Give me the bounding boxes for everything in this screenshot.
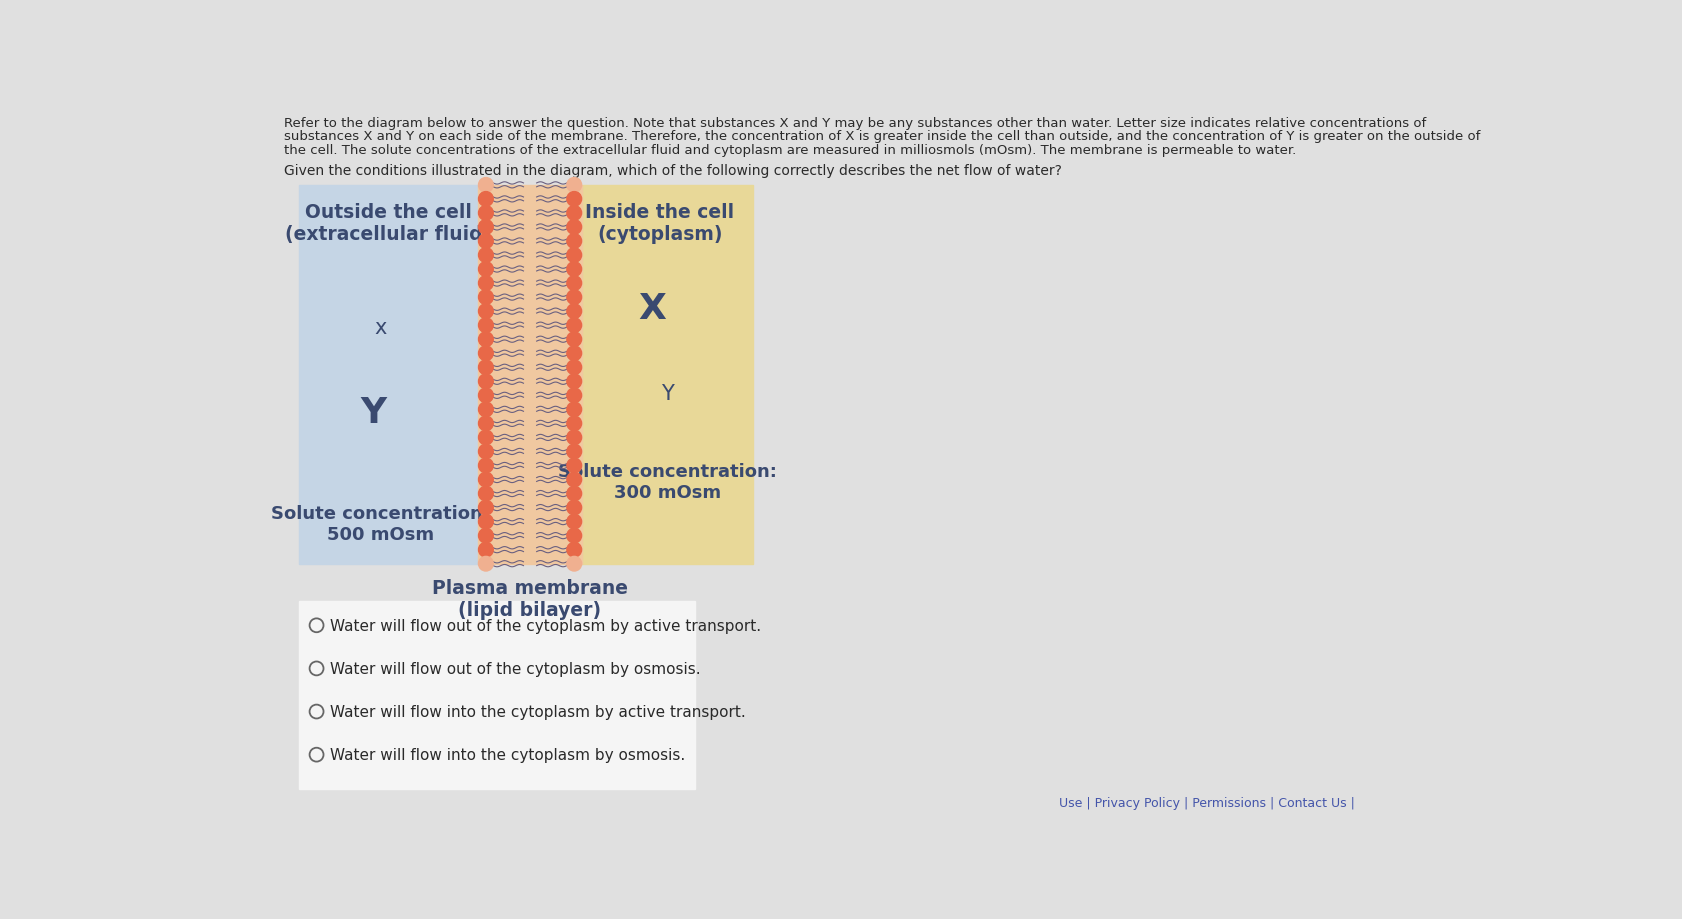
Ellipse shape bbox=[478, 360, 493, 375]
Ellipse shape bbox=[478, 346, 493, 361]
Ellipse shape bbox=[567, 221, 582, 235]
Ellipse shape bbox=[478, 389, 493, 403]
Ellipse shape bbox=[567, 487, 582, 501]
Text: Given the conditions illustrated in the diagram, which of the following correctl: Given the conditions illustrated in the … bbox=[284, 165, 1061, 178]
Ellipse shape bbox=[478, 487, 493, 501]
Ellipse shape bbox=[567, 472, 582, 487]
Ellipse shape bbox=[478, 178, 493, 193]
Bar bbox=[299, 186, 478, 564]
Text: Refer to the diagram below to answer the question. Note that substances X and Y : Refer to the diagram below to answer the… bbox=[284, 117, 1425, 130]
Ellipse shape bbox=[478, 319, 493, 333]
Ellipse shape bbox=[478, 248, 493, 263]
Ellipse shape bbox=[567, 192, 582, 207]
Ellipse shape bbox=[567, 416, 582, 431]
Ellipse shape bbox=[478, 263, 493, 277]
Ellipse shape bbox=[478, 445, 493, 460]
Text: Inside the cell
(cytoplasm): Inside the cell (cytoplasm) bbox=[585, 202, 733, 244]
Ellipse shape bbox=[478, 528, 493, 543]
Bar bbox=[582, 186, 752, 564]
Ellipse shape bbox=[567, 445, 582, 460]
Text: Water will flow out of the cytoplasm by osmosis.: Water will flow out of the cytoplasm by … bbox=[330, 661, 701, 676]
Ellipse shape bbox=[478, 543, 493, 558]
Text: Water will flow into the cytoplasm by active transport.: Water will flow into the cytoplasm by ac… bbox=[330, 704, 745, 720]
Ellipse shape bbox=[567, 319, 582, 333]
Ellipse shape bbox=[567, 178, 582, 193]
Text: Solute concentration:
300 mOsm: Solute concentration: 300 mOsm bbox=[558, 462, 777, 502]
Ellipse shape bbox=[478, 403, 493, 417]
Text: Y: Y bbox=[661, 383, 674, 403]
Bar bbox=[478, 186, 582, 564]
Ellipse shape bbox=[567, 346, 582, 361]
Ellipse shape bbox=[478, 207, 493, 221]
Ellipse shape bbox=[567, 207, 582, 221]
Ellipse shape bbox=[567, 375, 582, 389]
Text: Use | Privacy Policy | Permissions | Contact Us |: Use | Privacy Policy | Permissions | Con… bbox=[1058, 797, 1354, 810]
Ellipse shape bbox=[567, 431, 582, 445]
Ellipse shape bbox=[567, 360, 582, 375]
Ellipse shape bbox=[478, 333, 493, 347]
Text: the cell. The solute concentrations of the extracellular fluid and cytoplasm are: the cell. The solute concentrations of t… bbox=[284, 144, 1295, 157]
Ellipse shape bbox=[567, 501, 582, 516]
Ellipse shape bbox=[567, 263, 582, 277]
Text: Outside the cell
(extracellular fluid): Outside the cell (extracellular fluid) bbox=[286, 202, 491, 244]
Ellipse shape bbox=[478, 557, 493, 572]
Ellipse shape bbox=[478, 234, 493, 249]
Ellipse shape bbox=[478, 304, 493, 319]
Ellipse shape bbox=[567, 248, 582, 263]
Ellipse shape bbox=[478, 472, 493, 487]
Ellipse shape bbox=[567, 277, 582, 291]
Text: Plasma membrane
(lipid bilayer): Plasma membrane (lipid bilayer) bbox=[432, 578, 627, 618]
Ellipse shape bbox=[567, 403, 582, 417]
Text: Water will flow into the cytoplasm by osmosis.: Water will flow into the cytoplasm by os… bbox=[330, 747, 685, 763]
Ellipse shape bbox=[478, 459, 493, 473]
Ellipse shape bbox=[567, 290, 582, 305]
Ellipse shape bbox=[478, 221, 493, 235]
Ellipse shape bbox=[567, 234, 582, 249]
Ellipse shape bbox=[478, 290, 493, 305]
Ellipse shape bbox=[567, 459, 582, 473]
Ellipse shape bbox=[478, 192, 493, 207]
Text: substances X and Y on each side of the membrane. Therefore, the concentration of: substances X and Y on each side of the m… bbox=[284, 130, 1480, 143]
Ellipse shape bbox=[478, 277, 493, 291]
Ellipse shape bbox=[567, 333, 582, 347]
Ellipse shape bbox=[567, 515, 582, 529]
Ellipse shape bbox=[478, 416, 493, 431]
Text: Solute concentration:
500 mOsm: Solute concentration: 500 mOsm bbox=[271, 505, 489, 544]
Bar bbox=[299, 601, 695, 789]
Ellipse shape bbox=[478, 515, 493, 529]
Ellipse shape bbox=[567, 543, 582, 558]
Text: Water will flow out of the cytoplasm by active transport.: Water will flow out of the cytoplasm by … bbox=[330, 618, 762, 633]
Text: X: X bbox=[637, 291, 666, 325]
Ellipse shape bbox=[567, 528, 582, 543]
Ellipse shape bbox=[478, 375, 493, 389]
Text: x: x bbox=[375, 318, 387, 338]
Ellipse shape bbox=[567, 304, 582, 319]
Text: Y: Y bbox=[360, 395, 385, 429]
Ellipse shape bbox=[567, 389, 582, 403]
Ellipse shape bbox=[478, 431, 493, 445]
Ellipse shape bbox=[567, 557, 582, 572]
Ellipse shape bbox=[478, 501, 493, 516]
